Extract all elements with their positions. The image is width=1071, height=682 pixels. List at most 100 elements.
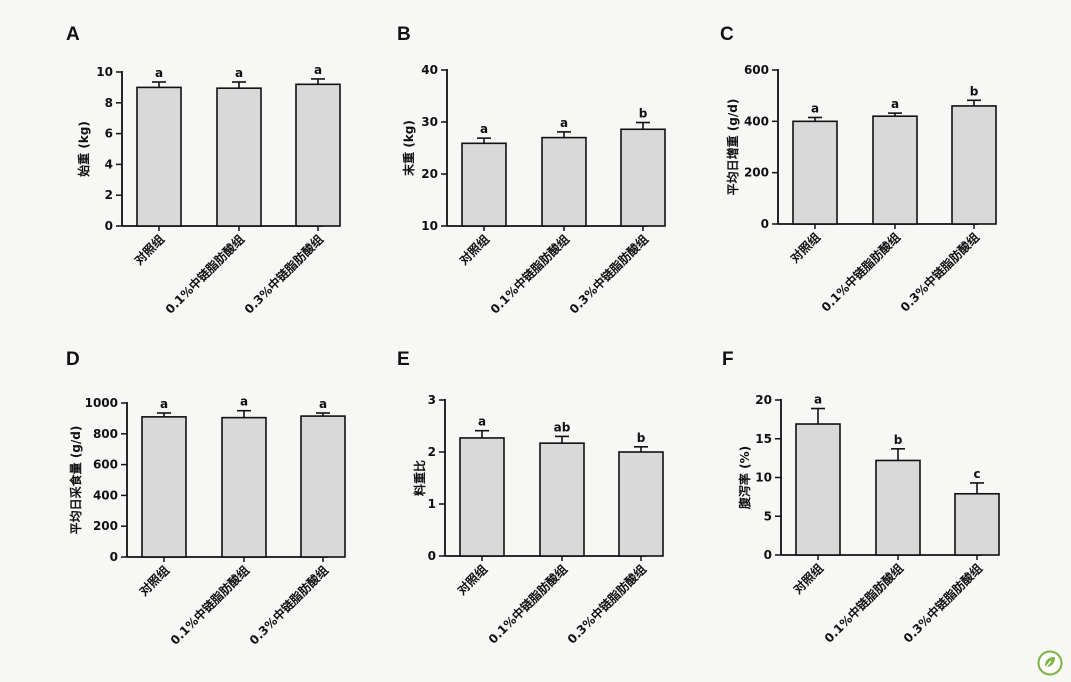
bar bbox=[461, 142, 507, 227]
y-tick-label: 600 bbox=[93, 458, 118, 472]
significance-label: a bbox=[240, 395, 248, 409]
y-tick-label: 2 bbox=[105, 188, 113, 202]
leaf-badge-icon bbox=[1037, 650, 1063, 676]
bar bbox=[295, 83, 341, 227]
y-tick-label: 15 bbox=[755, 432, 772, 446]
significance-label: b bbox=[639, 107, 648, 121]
y-tick-label: 0 bbox=[105, 219, 113, 233]
significance-label: a bbox=[480, 122, 488, 136]
category-label: 0.1%中链脂肪酸组 bbox=[818, 230, 903, 315]
bar bbox=[951, 105, 997, 225]
significance-label: b bbox=[970, 84, 979, 98]
category-label: 对照组 bbox=[787, 230, 823, 266]
category-label: 0.3%中链脂肪酸组 bbox=[566, 232, 651, 317]
category-label: 0.1%中链脂肪酸组 bbox=[167, 563, 252, 648]
bar bbox=[954, 492, 1000, 556]
panel-letter: F bbox=[722, 349, 734, 370]
y-tick-label: 2 bbox=[428, 445, 436, 459]
chart-panel-d: D 0 200 400 600 800 1000 平均日采食量 (g/d) a 对照组 a 0.1%中… bbox=[66, 349, 346, 648]
significance-label: b bbox=[894, 433, 903, 447]
significance-label: a bbox=[235, 66, 243, 80]
chart-panel-e: E 0 1 2 3 料重比 a 对照组 ab 0.1%中链脂肪酸组 b 0.3%中链脂肪酸组 bbox=[397, 349, 664, 647]
significance-label: a bbox=[814, 393, 822, 407]
significance-label: a bbox=[319, 397, 327, 411]
category-label: 0.3%中链脂肪酸组 bbox=[564, 562, 649, 647]
bar bbox=[875, 459, 921, 556]
category-label: 0.3%中链脂肪酸组 bbox=[897, 230, 982, 315]
category-label: 0.3%中链脂肪酸组 bbox=[246, 563, 331, 648]
bar bbox=[459, 437, 505, 557]
y-tick-label: 3 bbox=[428, 393, 436, 407]
bar bbox=[539, 442, 585, 557]
y-tick-label: 200 bbox=[93, 519, 118, 533]
significance-label: a bbox=[160, 397, 168, 411]
y-tick-label: 5 bbox=[764, 509, 772, 523]
y-axis-label: 腹泻率 (%) bbox=[737, 446, 752, 509]
significance-label: b bbox=[637, 431, 646, 445]
y-tick-label: 10 bbox=[755, 471, 772, 485]
y-tick-label: 40 bbox=[421, 63, 438, 77]
bar bbox=[221, 416, 267, 558]
category-label: 0.1%中链脂肪酸组 bbox=[162, 232, 247, 317]
category-label: 对照组 bbox=[136, 563, 172, 599]
bar bbox=[300, 415, 346, 558]
y-axis-label: 末重 (kg) bbox=[401, 120, 416, 176]
y-tick-label: 10 bbox=[421, 219, 438, 233]
y-tick-label: 0 bbox=[110, 550, 118, 564]
panel-letter: D bbox=[66, 349, 80, 370]
panel-letter: A bbox=[66, 24, 80, 45]
category-label: 对照组 bbox=[131, 232, 167, 268]
significance-label: a bbox=[478, 415, 486, 429]
y-tick-label: 200 bbox=[744, 166, 769, 180]
bar bbox=[792, 120, 838, 225]
y-tick-label: 8 bbox=[105, 96, 113, 110]
category-label: 0.3%中链脂肪酸组 bbox=[241, 232, 326, 317]
y-axis-label: 始重 (kg) bbox=[76, 121, 91, 177]
category-label: 0.1%中链脂肪酸组 bbox=[487, 232, 572, 317]
category-label: 0.3%中链脂肪酸组 bbox=[900, 561, 985, 646]
bar bbox=[141, 416, 187, 558]
chart-panel-f: F 0 5 10 15 20 腹泻率 (%) a 对照组 b 0.1%中链脂肪酸组 c 0.3%中链脂肪… bbox=[722, 349, 1000, 646]
y-tick-label: 600 bbox=[744, 63, 769, 77]
y-tick-label: 0 bbox=[761, 217, 769, 231]
y-tick-label: 4 bbox=[105, 157, 113, 171]
panel-letter: E bbox=[397, 349, 410, 370]
y-axis-label: 料重比 bbox=[412, 460, 427, 496]
chart-panel-a: A 0 2 4 6 8 10 始重 (kg) a 对照组 a 0.1%中链脂肪酸组 a 0.3%中链脂肪酸… bbox=[66, 24, 341, 317]
y-tick-label: 10 bbox=[96, 65, 113, 79]
panel-letter: B bbox=[397, 24, 411, 45]
bar bbox=[541, 136, 587, 227]
y-tick-label: 20 bbox=[421, 167, 438, 181]
significance-label: a bbox=[811, 101, 819, 115]
y-tick-label: 400 bbox=[744, 114, 769, 128]
y-tick-label: 800 bbox=[93, 427, 118, 441]
category-label: 0.1%中链脂肪酸组 bbox=[485, 562, 570, 647]
y-tick-label: 6 bbox=[105, 127, 113, 141]
significance-label: c bbox=[973, 467, 980, 481]
y-tick-label: 30 bbox=[421, 115, 438, 129]
bar bbox=[136, 86, 182, 227]
y-tick-label: 1000 bbox=[85, 396, 118, 410]
chart-panel-c: C 0 200 400 600 平均日增重 (g/d) a 对照组 a 0.1%中链脂肪酸组 b 0.… bbox=[720, 24, 997, 315]
significance-label: a bbox=[560, 116, 568, 130]
y-tick-label: 1 bbox=[428, 497, 436, 511]
category-label: 对照组 bbox=[456, 232, 492, 268]
y-axis-label: 平均日采食量 (g/d) bbox=[68, 426, 83, 535]
bar bbox=[795, 423, 841, 556]
significance-label: a bbox=[314, 63, 322, 77]
significance-label: a bbox=[891, 97, 899, 111]
bar bbox=[618, 451, 664, 557]
bar bbox=[620, 128, 666, 227]
panel-letter: C bbox=[720, 24, 734, 45]
bar bbox=[872, 115, 918, 225]
significance-label: a bbox=[155, 66, 163, 80]
category-label: 对照组 bbox=[454, 562, 490, 598]
chart-panel-b: B 10 20 30 40 末重 (kg) a 对照组 a 0.1%中链脂肪酸组 b 0.3%中链脂肪… bbox=[397, 24, 666, 317]
y-tick-label: 400 bbox=[93, 488, 118, 502]
category-label: 0.1%中链脂肪酸组 bbox=[821, 561, 906, 646]
significance-label: ab bbox=[554, 420, 571, 434]
bar bbox=[216, 87, 262, 227]
y-tick-label: 20 bbox=[755, 393, 772, 407]
y-tick-label: 0 bbox=[764, 548, 772, 562]
